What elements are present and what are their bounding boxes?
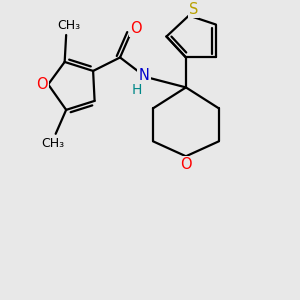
Text: CH₃: CH₃: [41, 137, 64, 150]
Text: H: H: [131, 82, 142, 97]
Text: O: O: [180, 157, 192, 172]
Text: N: N: [139, 68, 149, 83]
Text: O: O: [130, 21, 142, 36]
Text: O: O: [36, 77, 48, 92]
Text: S: S: [189, 2, 198, 17]
Text: CH₃: CH₃: [57, 19, 80, 32]
